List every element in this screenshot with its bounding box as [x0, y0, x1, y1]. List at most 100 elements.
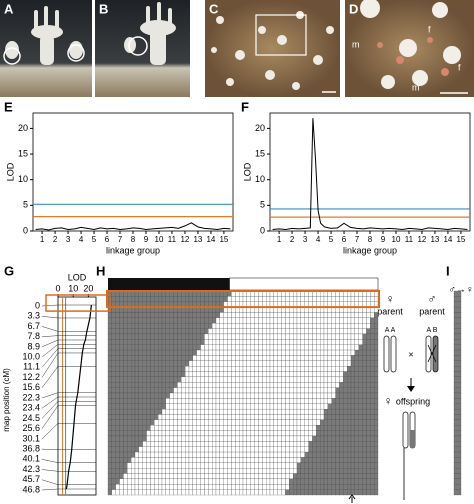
genotype-cell	[111, 366, 116, 372]
genotype-cell	[150, 473, 155, 480]
genotype-cell	[212, 478, 217, 485]
genotype-cell	[370, 376, 375, 383]
genotype-cell	[312, 451, 317, 458]
genotype-cell	[208, 376, 213, 383]
genotype-cell	[370, 360, 375, 367]
genotype-cell	[250, 419, 255, 426]
genotype-cell	[327, 317, 332, 324]
genotype-cell	[242, 441, 247, 447]
genotype-cell	[308, 387, 313, 394]
genotype-cell	[200, 366, 205, 372]
genotype-cell	[173, 387, 178, 394]
genotype-cell	[177, 425, 182, 431]
connector	[41, 339, 96, 348]
genotype-cell	[258, 430, 263, 437]
genotype-cell	[323, 457, 328, 463]
genotype-cell	[138, 387, 143, 394]
genotype-cell	[158, 457, 163, 463]
genotype-cell	[281, 489, 286, 496]
genotype-cell	[161, 339, 166, 345]
genotype-cell	[262, 435, 267, 442]
genotype-cell	[374, 419, 379, 426]
genotype-cell	[127, 328, 132, 335]
genotype-cell	[308, 478, 313, 485]
genotype-cell	[219, 366, 224, 372]
genotype-cell	[227, 376, 232, 383]
genotype-cell	[304, 339, 309, 345]
genotype-cell	[204, 468, 209, 474]
genotype-cell	[212, 387, 217, 394]
genotype-cell	[227, 344, 232, 351]
genotype-cell	[200, 451, 205, 458]
genotype-cell	[215, 430, 220, 437]
genotype-cell	[142, 414, 147, 420]
genotype-cell	[111, 317, 116, 324]
genotype-cell	[354, 419, 359, 426]
genotype-cell	[192, 392, 197, 399]
genotype-cell	[335, 489, 340, 496]
genotype-cell	[138, 419, 143, 426]
genotype-cell	[366, 408, 371, 415]
genotype-cell	[281, 451, 286, 458]
genotype-cell	[266, 457, 271, 463]
genotype-cell	[347, 344, 352, 351]
genotype-cell	[366, 360, 371, 367]
genotype-cell	[339, 462, 344, 469]
genotype-cell	[320, 446, 325, 453]
genotype-cell	[293, 462, 298, 469]
genotype-cell	[323, 435, 328, 442]
genotype-cell	[239, 468, 244, 474]
genotype-cell	[107, 468, 112, 474]
genotype-cell	[161, 425, 166, 431]
genotype-cell	[266, 473, 271, 480]
genotype-cell	[453, 344, 462, 351]
genotype-cell	[246, 344, 251, 351]
genotype-cell	[285, 468, 290, 474]
genotype-cell	[200, 349, 205, 356]
genotype-cell	[293, 296, 298, 302]
genotype-cell	[366, 419, 371, 426]
genotype-cell	[320, 408, 325, 415]
genotype-cell	[107, 414, 112, 420]
genotype-cell	[208, 462, 213, 469]
genotype-cell	[262, 425, 267, 431]
genotype-cell	[300, 333, 305, 340]
genotype-cell	[374, 392, 379, 399]
genotype-cell	[196, 489, 201, 496]
genotype-cell	[269, 360, 274, 367]
genotype-cell	[123, 333, 128, 340]
genotype-cell	[339, 376, 344, 383]
genotype-cell	[146, 414, 151, 420]
genotype-cell	[350, 398, 355, 404]
genotype-cell	[250, 408, 255, 415]
genotype-cell	[154, 398, 159, 404]
genotype-cell	[370, 478, 375, 485]
genotype-cell	[269, 333, 274, 340]
genotype-cell	[273, 366, 278, 372]
genotype-cell	[366, 489, 371, 496]
genotype-cell	[215, 312, 220, 318]
genotype-cell	[127, 371, 132, 378]
genotype-cell	[316, 392, 321, 399]
genotype-cell	[127, 446, 132, 453]
genotype-cell	[354, 446, 359, 453]
genotype-cell	[266, 360, 271, 367]
genotype-cell	[289, 366, 294, 372]
genotype-cell	[196, 484, 201, 490]
genotype-cell	[227, 408, 232, 415]
genotype-cell	[161, 462, 166, 469]
genotype-cell	[304, 387, 309, 394]
genotype-cell	[188, 344, 193, 351]
genotype-cell	[192, 349, 197, 356]
genotype-cell	[150, 382, 155, 388]
genotype-cell	[250, 489, 255, 496]
genotype-cell	[327, 371, 332, 378]
genotype-cell	[339, 441, 344, 447]
genotype-cell	[192, 323, 197, 329]
genotype-cell	[158, 328, 163, 335]
genotype-cell	[312, 344, 317, 351]
genotype-cell	[188, 376, 193, 383]
genotype-cell	[246, 403, 251, 410]
genotype-cell	[177, 489, 182, 496]
genotype-cell	[150, 403, 155, 410]
